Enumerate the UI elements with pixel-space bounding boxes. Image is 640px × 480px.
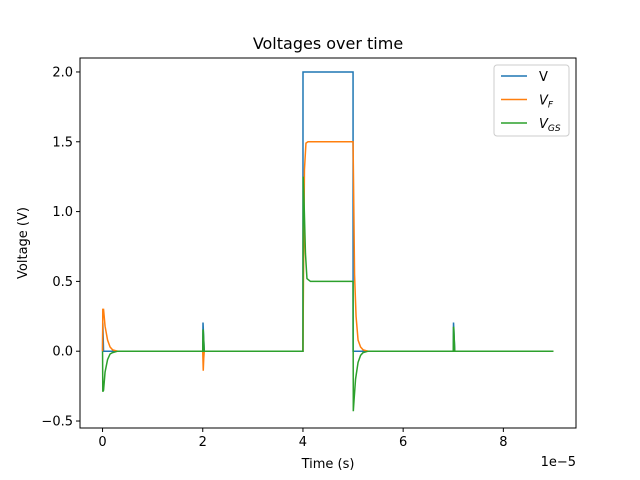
x-tick-label: 4: [299, 435, 307, 450]
y-axis: −0.5 0.0 0.5 1.0 1.5 2.0: [41, 65, 80, 430]
x-axis-label: Time (s): [301, 457, 355, 472]
legend-label-v-gs: VGS: [539, 117, 561, 134]
y-axis-label: Voltage (V): [16, 207, 31, 279]
legend: V VF VGS: [493, 64, 570, 137]
x-tick-label: 0: [98, 435, 106, 450]
chart-title: Voltages over time: [253, 34, 403, 53]
legend-box: [493, 64, 570, 137]
x-tick-label: 6: [399, 435, 407, 450]
legend-label-v-f: VF: [539, 94, 554, 111]
y-tick-label: 2.0: [52, 65, 73, 80]
legend-label-v: V: [539, 70, 548, 85]
x-offset-text: 1e−5: [541, 455, 576, 470]
y-tick-label: 0.0: [52, 345, 73, 360]
x-tick-label: 8: [499, 435, 507, 450]
series-layer: [101, 71, 554, 412]
x-axis: 0 2 4 6 8: [98, 428, 507, 450]
x-tick-label: 2: [199, 435, 207, 450]
series-line-v-gs: [101, 176, 554, 412]
plot-frame: [79, 57, 577, 429]
y-tick-label: 1.0: [52, 205, 73, 220]
y-tick-label: −0.5: [41, 415, 73, 430]
y-tick-label: 0.5: [52, 275, 73, 290]
series-line-v: [101, 71, 554, 352]
y-tick-label: 1.5: [52, 135, 73, 150]
